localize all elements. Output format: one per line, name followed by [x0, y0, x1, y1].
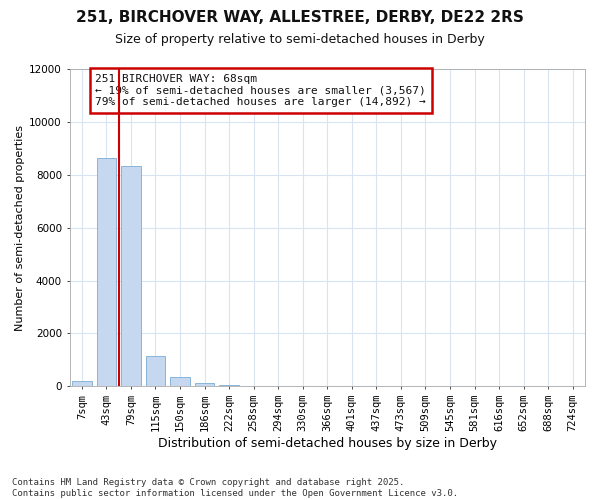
Text: 251, BIRCHOVER WAY, ALLESTREE, DERBY, DE22 2RS: 251, BIRCHOVER WAY, ALLESTREE, DERBY, DE…: [76, 10, 524, 25]
Bar: [170, 378, 190, 386]
Bar: [219, 385, 239, 386]
Bar: [72, 381, 92, 386]
Text: Contains HM Land Registry data © Crown copyright and database right 2025.
Contai: Contains HM Land Registry data © Crown c…: [12, 478, 458, 498]
Text: 251 BIRCHOVER WAY: 68sqm
← 19% of semi-detached houses are smaller (3,567)
79% o: 251 BIRCHOVER WAY: 68sqm ← 19% of semi-d…: [95, 74, 426, 107]
Text: Size of property relative to semi-detached houses in Derby: Size of property relative to semi-detach…: [115, 32, 485, 46]
Y-axis label: Number of semi-detached properties: Number of semi-detached properties: [15, 124, 25, 330]
Bar: [146, 356, 165, 386]
Bar: [97, 158, 116, 386]
Bar: [121, 166, 141, 386]
Bar: [195, 383, 214, 386]
X-axis label: Distribution of semi-detached houses by size in Derby: Distribution of semi-detached houses by …: [158, 437, 497, 450]
